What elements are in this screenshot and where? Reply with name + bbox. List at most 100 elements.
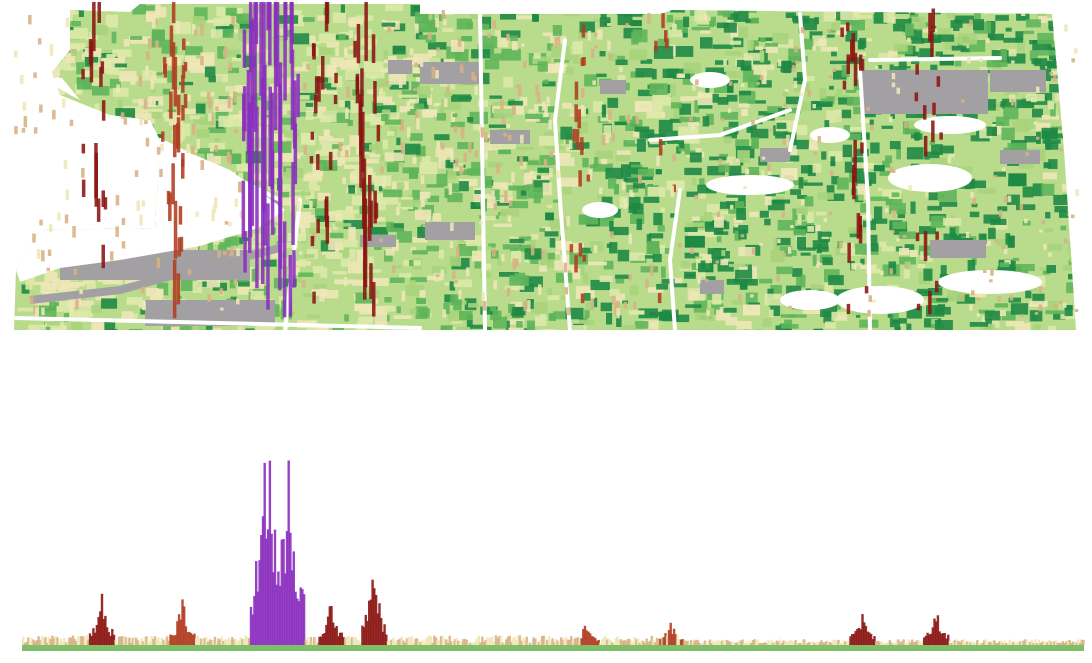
map-bar: [228, 221, 232, 227]
elevation-bar: [671, 634, 674, 645]
map-bar: [195, 211, 199, 217]
parcel: [685, 222, 705, 227]
parcel: [826, 185, 835, 195]
parcel: [360, 38, 377, 46]
map-bar: [998, 209, 1003, 217]
elevation-bar: [977, 643, 981, 645]
parcel: [217, 244, 227, 251]
parcel: [1050, 332, 1057, 337]
map-bar: [931, 8, 935, 32]
parcel: [939, 145, 954, 154]
parcel: [348, 185, 355, 194]
map-bar: [227, 96, 232, 109]
parcel: [555, 250, 561, 255]
parcel: [603, 260, 614, 270]
parcel: [384, 250, 393, 262]
parcel: [889, 203, 906, 215]
parcel: [415, 209, 432, 220]
parcel: [666, 140, 684, 144]
map-bar: [266, 203, 270, 310]
elevation-bar: [349, 638, 352, 645]
elevation-bar: [383, 624, 386, 645]
elevation-bar: [100, 593, 104, 645]
parcel: [910, 5, 915, 15]
map-bar: [372, 282, 376, 317]
map-bar: [649, 264, 654, 276]
map-bar: [672, 184, 676, 192]
map-bar: [767, 163, 771, 171]
map-bar: [1075, 189, 1079, 196]
parcel: [547, 295, 560, 301]
parcel: [894, 326, 901, 330]
map-bar: [842, 80, 847, 90]
parcel: [365, 29, 372, 36]
elevation-bar: [201, 638, 205, 645]
parcel: [690, 9, 697, 16]
parcel: [1029, 310, 1043, 322]
map-bar: [179, 236, 184, 252]
elevation-bar: [827, 642, 830, 645]
map-bar: [236, 298, 240, 305]
elevation-bar: [780, 643, 784, 645]
map-bar: [296, 73, 300, 118]
parcel: [634, 321, 649, 329]
map-bar: [860, 142, 864, 154]
elevation-bar: [739, 640, 743, 645]
elevation-bar: [451, 641, 455, 645]
parcel: [443, 302, 450, 315]
parcel: [386, 162, 399, 172]
parcel: [831, 51, 837, 57]
parcel: [703, 212, 713, 222]
parcel: [956, 294, 976, 304]
map-bar: [187, 94, 191, 102]
map-bar: [382, 176, 386, 188]
parcel: [609, 221, 614, 232]
map-bar: [577, 109, 581, 129]
parcel: [999, 310, 1006, 317]
elevation-bar: [1046, 642, 1049, 645]
parcel: [38, 165, 46, 177]
elevation-bar: [212, 639, 215, 645]
parcel: [520, 186, 527, 196]
elevation-bar: [82, 636, 85, 645]
map-bar: [853, 52, 858, 87]
map-bar: [154, 18, 158, 25]
elevation-bar: [700, 643, 703, 645]
elevation-bar: [195, 638, 198, 645]
map-bar: [520, 134, 524, 144]
map-bar: [1070, 214, 1075, 219]
parcel: [30, 281, 50, 286]
parcel: [898, 248, 910, 256]
parcel: [364, 278, 373, 283]
parcel: [910, 201, 916, 214]
elevation-bar: [931, 627, 934, 645]
parcel: [29, 222, 39, 234]
parcel: [33, 145, 44, 155]
parcel: [77, 201, 92, 205]
elevation-bar: [888, 640, 892, 645]
elevation-bar: [35, 640, 39, 645]
parcel: [208, 127, 226, 134]
elevation-bar: [746, 643, 749, 645]
map-bar: [419, 58, 424, 67]
parcel: [1017, 39, 1025, 52]
parcel: [452, 113, 458, 118]
map-bar: [182, 38, 186, 51]
map-bar: [312, 291, 316, 304]
elevation-bar: [308, 641, 311, 645]
parcel: [438, 249, 444, 259]
elevation-bar: [892, 642, 895, 645]
map-bar: [266, 2, 270, 31]
parcel: [552, 25, 562, 38]
parcel: [302, 17, 315, 22]
lake: [706, 175, 794, 195]
parcel: [32, 53, 48, 64]
parcel: [985, 318, 992, 329]
elevation-bar: [890, 642, 893, 645]
parcel: [1053, 313, 1066, 320]
parcel: [39, 27, 49, 40]
elevation-bar: [953, 639, 957, 645]
map-bar: [612, 295, 616, 305]
map-bar: [228, 154, 232, 165]
elevation-bar: [554, 638, 558, 645]
